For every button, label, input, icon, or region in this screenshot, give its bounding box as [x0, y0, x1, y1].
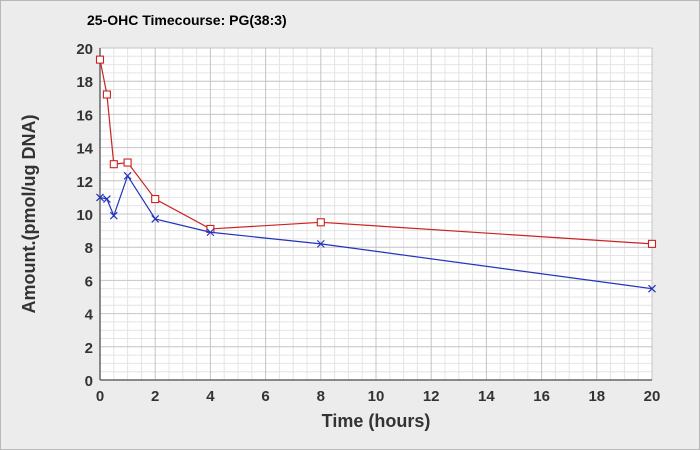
series-line — [99, 174, 653, 290]
data-point-square — [102, 90, 111, 99]
data-point-square — [123, 158, 132, 167]
data-point-x — [96, 193, 104, 202]
data-point-x — [316, 239, 325, 248]
y-tick-label: 16 — [76, 107, 93, 124]
series-2 — [96, 171, 656, 293]
series-1 — [95, 55, 657, 248]
x-tick-label: 8 — [317, 388, 325, 405]
major-grid — [99, 47, 653, 381]
x-tick-label: 16 — [533, 388, 550, 405]
data-point-x — [109, 211, 118, 220]
data-point-x — [206, 228, 215, 237]
x-axis-label: Time (hours) — [322, 411, 431, 431]
chart-title: 25-OHC Timecourse: PG(38:3) — [87, 12, 287, 28]
series-line — [99, 59, 653, 245]
x-tick-label: 10 — [368, 388, 385, 405]
y-tick-label: 0 — [85, 373, 93, 390]
x-tick-label: 6 — [261, 388, 269, 405]
data-point-x — [123, 171, 132, 180]
x-tick-label: 14 — [478, 388, 495, 405]
x-tick-label: 0 — [96, 388, 104, 405]
y-tick-label: 18 — [76, 74, 93, 91]
data-point-square — [151, 195, 160, 204]
data-point-square — [109, 160, 118, 169]
y-tick-labels: 0 2 4 6 8 10 12 14 16 18 20 — [76, 41, 93, 390]
data-point-x — [151, 215, 160, 223]
x-tick-labels: 0 2 4 6 8 10 12 14 16 18 20 — [96, 388, 661, 405]
x-tick-label: 20 — [644, 388, 661, 405]
x-tick-label: 18 — [588, 388, 605, 405]
y-tick-label: 4 — [85, 307, 94, 324]
x-tick-label: 2 — [151, 388, 159, 405]
data-point-square — [316, 218, 325, 227]
y-tick-label: 8 — [85, 240, 93, 257]
y-tick-label: 2 — [85, 340, 93, 357]
y-tick-label: 10 — [76, 207, 93, 224]
data-point-x — [102, 195, 111, 203]
y-tick-label: 20 — [76, 41, 93, 58]
data-point-square — [647, 239, 657, 248]
series-layer — [95, 55, 657, 293]
y-tick-label: 14 — [76, 141, 93, 158]
y-axis-label: Amount.(pmol/ug DNA) — [19, 115, 39, 314]
x-tick-label: 12 — [423, 388, 440, 405]
y-tick-label: 12 — [76, 174, 93, 191]
data-point-x — [648, 284, 656, 293]
data-point-square — [95, 55, 105, 64]
x-tick-label: 4 — [206, 388, 215, 405]
y-tick-label: 6 — [85, 273, 93, 290]
